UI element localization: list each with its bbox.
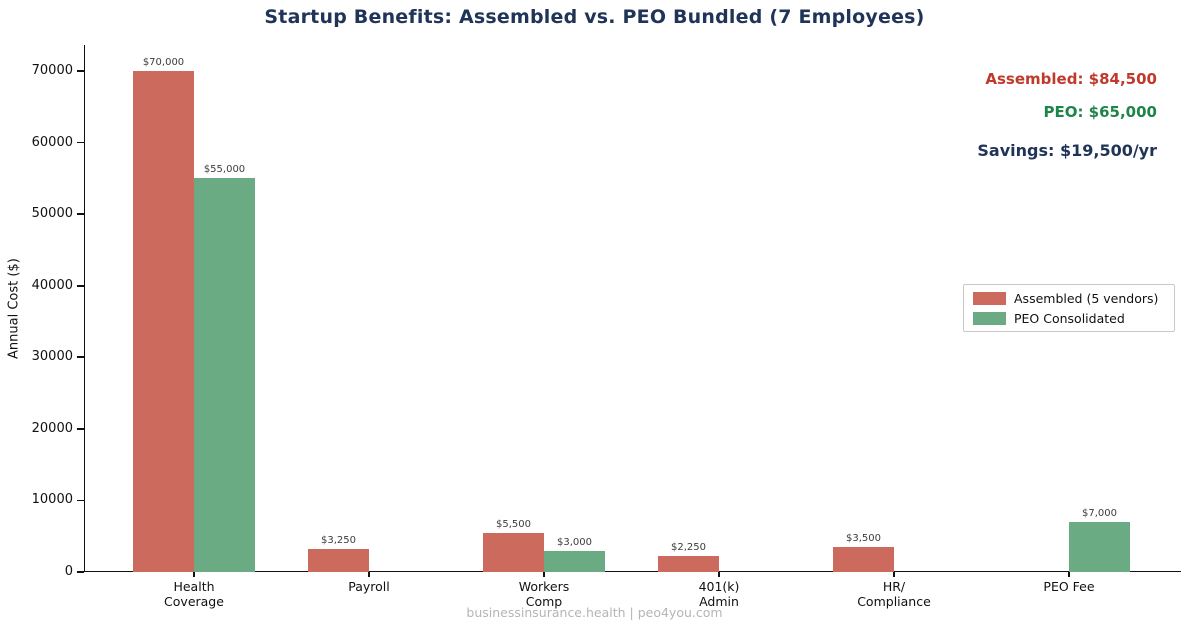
bar-value-label: $70,000: [142, 57, 185, 68]
chart-title: Startup Benefits: Assembled vs. PEO Bund…: [264, 6, 925, 28]
y-tick-label: 40000: [31, 277, 73, 293]
assembled-bar: [308, 548, 369, 572]
plot-area: [84, 45, 1181, 572]
peo-bar: [544, 550, 605, 572]
y-tick-mark: [77, 70, 84, 72]
y-tick-label: 70000: [31, 63, 73, 78]
assembled-bar: [133, 71, 194, 572]
y-tick-label: 0: [64, 564, 73, 579]
bar-value-label: $3,250: [321, 534, 356, 546]
y-tick-mark: [77, 284, 84, 287]
x-tick-label: Payroll: [348, 579, 390, 594]
legend-label-assembled: Assembled (5 vendors): [1014, 290, 1159, 306]
peo-bar: [194, 178, 255, 572]
assembled-bar: [833, 546, 894, 572]
assembled-bar: [658, 555, 719, 572]
x-tick-mark: [718, 572, 720, 577]
footer-watermark: businessinsurance.health | peo4you.com: [466, 605, 723, 620]
assembled-total-annotation: Assembled: $84,500: [985, 70, 1157, 88]
legend-row-peo: PEO Consolidated: [973, 311, 1165, 326]
y-tick-mark: [77, 141, 84, 144]
x-tick-label: HR/ Compliance: [857, 579, 931, 609]
legend: Assembled (5 vendors) PEO Consolidated: [963, 284, 1175, 332]
peo-swatch: [973, 311, 1006, 325]
x-tick-mark: [893, 572, 895, 577]
bar-value-label: $7,000: [1082, 507, 1117, 519]
y-tick-label: 60000: [31, 134, 73, 150]
y-tick-mark: [77, 428, 84, 430]
x-tick-mark: [1068, 572, 1070, 577]
bar-value-label: $55,000: [203, 164, 246, 176]
x-tick-label: PEO Fee: [1043, 579, 1095, 594]
x-tick-mark: [543, 572, 545, 577]
y-tick-label: 20000: [31, 420, 73, 436]
y-tick-mark: [77, 571, 84, 573]
legend-label-peo: PEO Consolidated: [1014, 310, 1125, 326]
assembled-swatch: [973, 291, 1006, 305]
bar-value-label: $5,500: [496, 518, 531, 530]
bar-value-label: $3,500: [846, 532, 881, 544]
x-tick-mark: [368, 572, 370, 577]
x-tick-mark: [193, 572, 195, 577]
legend-row-assembled: Assembled (5 vendors): [973, 291, 1165, 306]
y-tick-label: 10000: [31, 492, 73, 508]
y-tick-label: 50000: [31, 206, 73, 222]
x-tick-label: 401(k) Admin: [698, 579, 740, 609]
x-tick-label: Health Coverage: [164, 579, 224, 609]
peo-total-annotation: PEO: $65,000: [1043, 103, 1157, 121]
bar-value-label: $2,250: [671, 541, 706, 553]
y-tick-mark: [77, 213, 84, 215]
peo-bar: [1069, 521, 1130, 572]
y-tick-mark: [77, 356, 84, 359]
assembled-bar: [483, 532, 544, 572]
bar-value-label: $3,000: [557, 536, 592, 548]
y-tick-label: 30000: [31, 349, 73, 365]
savings-annotation: Savings: $19,500/yr: [977, 141, 1157, 160]
x-tick-label: Workers Comp: [518, 579, 570, 609]
y-tick-mark: [77, 499, 84, 502]
